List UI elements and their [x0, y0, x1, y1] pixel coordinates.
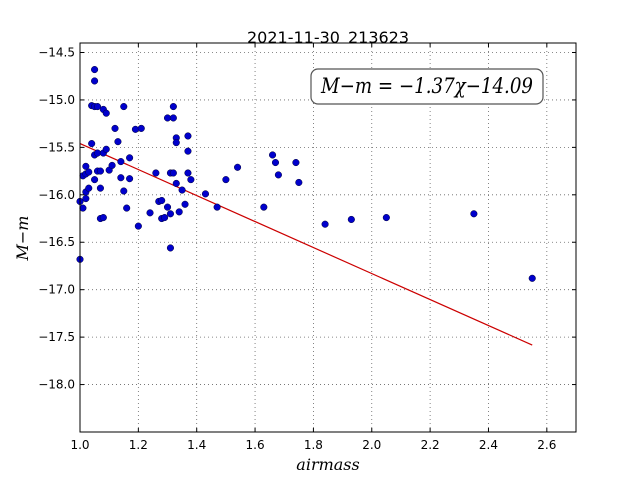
data-point — [102, 109, 110, 117]
data-point — [146, 209, 154, 217]
data-point — [91, 176, 99, 184]
data-point — [166, 210, 174, 218]
data-point — [163, 203, 172, 211]
data-point — [213, 203, 221, 211]
fit-line — [79, 143, 533, 346]
x-axis-label: airmass — [296, 455, 359, 474]
data-point — [91, 66, 99, 74]
data-point — [152, 169, 160, 177]
y-tick-label: −16.5 — [38, 235, 75, 249]
x-axis-ticks: 1.0 1.2 1.4 1.6 1.8 2.0 2.2 2.4 2.6 — [70, 43, 556, 452]
data-point — [271, 158, 280, 167]
x-tick-label: 2.4 — [479, 438, 498, 452]
data-point — [120, 187, 128, 195]
data-point — [85, 168, 93, 176]
data-point — [102, 145, 110, 153]
x-tick-label: 2.2 — [421, 438, 440, 452]
data-point — [93, 103, 102, 111]
data-point — [169, 103, 177, 111]
data-point — [82, 195, 90, 203]
data-point — [117, 158, 125, 166]
data-point — [123, 204, 131, 212]
data-point — [260, 203, 268, 211]
data-point — [88, 140, 96, 148]
y-tick-label: −18.0 — [38, 378, 75, 392]
data-point — [131, 125, 139, 133]
x-tick-label: 1.4 — [187, 438, 206, 452]
x-tick-label: 1.8 — [304, 438, 323, 452]
data-point — [292, 158, 300, 167]
y-axis-label: M−m — [13, 216, 32, 262]
x-tick-label: 1.6 — [246, 438, 265, 452]
data-point — [85, 184, 93, 192]
data-point — [114, 138, 122, 146]
data-point — [528, 274, 536, 282]
data-point — [178, 186, 186, 194]
data-point — [158, 196, 166, 205]
data-points — [76, 66, 536, 282]
data-point — [382, 214, 390, 222]
data-point — [96, 184, 104, 192]
data-point — [181, 200, 189, 208]
data-point — [201, 190, 210, 198]
data-point — [108, 161, 116, 169]
data-point — [117, 174, 125, 182]
data-point — [175, 208, 183, 216]
fit-equation: M−m = −1.37χ−14.09 — [320, 74, 533, 98]
data-point — [126, 175, 134, 183]
data-point — [126, 154, 134, 162]
data-point — [184, 169, 192, 177]
equation-box — [310, 68, 544, 105]
data-point — [321, 220, 329, 228]
y-tick-label: −17.5 — [38, 330, 75, 344]
y-tick-label: −14.5 — [38, 45, 75, 59]
data-point — [137, 124, 145, 132]
data-point — [169, 169, 177, 177]
y-axis-ticks: −14.5 −15.0 −15.5 −16.0 −16.5 −17.0 −17.5 −18.0 — [38, 45, 576, 392]
data-point — [96, 167, 104, 175]
data-point — [222, 176, 230, 184]
data-point — [269, 151, 277, 159]
x-tick-label: 1.0 — [70, 438, 89, 452]
data-point — [161, 214, 169, 222]
data-point — [184, 147, 192, 155]
data-point — [82, 162, 90, 170]
data-point — [184, 132, 192, 140]
data-point — [111, 124, 119, 132]
fit-line-group — [79, 143, 533, 346]
y-tick-label: −15.0 — [38, 93, 75, 107]
y-tick-label: −16.0 — [38, 188, 75, 202]
x-tick-label: 1.2 — [129, 438, 148, 452]
data-point — [79, 204, 87, 212]
data-point — [295, 178, 303, 187]
data-point — [172, 179, 180, 187]
data-point — [166, 244, 174, 252]
y-tick-label: −15.5 — [38, 140, 75, 154]
grid-lines — [79, 43, 576, 432]
plot-frame — [79, 42, 577, 433]
data-point — [470, 210, 478, 218]
data-point — [234, 163, 242, 171]
x-tick-label: 2.6 — [537, 438, 556, 452]
data-point — [134, 222, 142, 230]
data-point — [347, 215, 355, 224]
data-point — [91, 77, 99, 85]
data-point — [99, 214, 107, 222]
x-tick-label: 2.0 — [362, 438, 381, 452]
plot-area — [80, 43, 576, 432]
data-point — [172, 139, 180, 147]
data-point — [120, 103, 128, 111]
data-point — [187, 176, 195, 184]
data-point — [169, 114, 177, 122]
y-tick-label: −17.0 — [38, 283, 75, 297]
data-point — [274, 171, 282, 179]
